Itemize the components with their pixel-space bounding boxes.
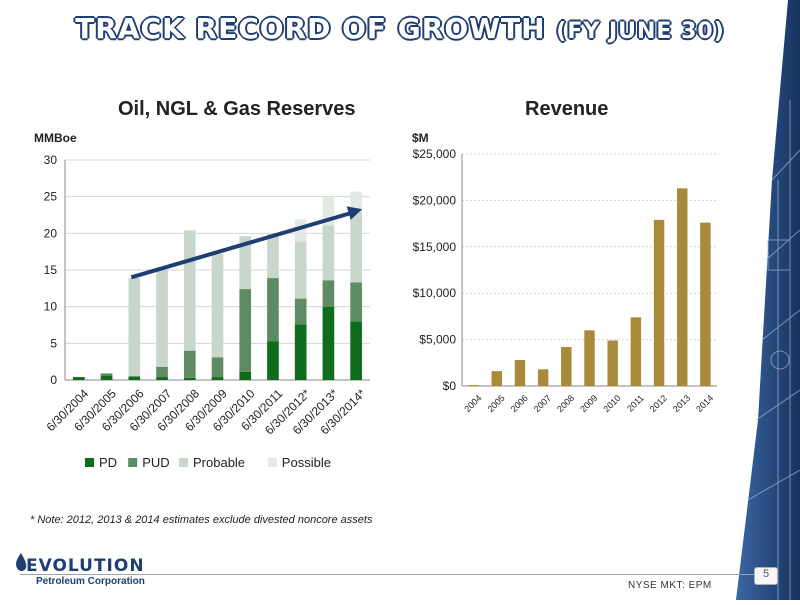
reserves-bar-pud <box>267 278 279 342</box>
revenue-bar <box>630 317 642 386</box>
reserves-bar-pd <box>239 371 252 380</box>
reserves-y-tick-label: 0 <box>50 373 57 387</box>
reserves-bar-pud <box>183 350 196 378</box>
stock-ticker: NYSE MKT: EPM <box>628 580 712 591</box>
reserves-bar-possible <box>322 197 335 226</box>
reserves-unit-label: MMBoe <box>34 131 77 145</box>
legend-swatch-pd <box>85 458 94 467</box>
revenue-x-tick-label: 2010 <box>601 393 622 414</box>
reserves-bar-pud <box>100 373 113 376</box>
reserves-bar-pd <box>100 375 113 380</box>
reserves-bar-possible <box>350 191 362 210</box>
reserves-bar-pud <box>211 357 224 378</box>
reserves-bar-pud <box>294 298 307 325</box>
revenue-x-tick-label: 2014 <box>694 393 715 414</box>
revenue-x-tick-label: 2005 <box>485 393 506 414</box>
revenue-bar <box>700 222 711 386</box>
reserves-bar-probable <box>211 253 224 358</box>
slide-title: TRACK RECORD OF GROWTH (FY JUNE 30) <box>0 12 800 45</box>
evolution-logo-icon <box>14 552 28 579</box>
reserves-bar-pud <box>322 280 335 307</box>
revenue-bar <box>537 369 549 386</box>
decorative-oil-rig-image <box>728 0 800 605</box>
reserves-bar-probable <box>156 269 168 367</box>
footnote: * Note: 2012, 2013 & 2014 estimates excl… <box>30 514 373 526</box>
legend-swatch-pud <box>128 458 138 467</box>
reserves-bar-pd <box>211 377 224 380</box>
reserves-bar-pd <box>128 376 141 380</box>
reserves-y-tick-label: 25 <box>44 190 58 204</box>
reserves-bar-pd <box>183 377 196 380</box>
slide-title-sub: (FY JUNE 30) <box>556 19 725 44</box>
revenue-unit-label: $M <box>412 131 429 145</box>
reserves-bar-probable <box>183 230 196 351</box>
trend-arrow-head <box>346 206 363 220</box>
reserves-y-tick-label: 5 <box>50 336 57 350</box>
revenue-y-tick-label: $20,000 <box>413 193 457 207</box>
reserves-chart-title: Oil, NGL & Gas Reserves <box>118 98 356 120</box>
revenue-bar <box>653 219 665 386</box>
reserves-bar-probable <box>239 236 252 290</box>
reserves-y-tick-label: 10 <box>44 300 58 314</box>
revenue-bar <box>677 188 688 386</box>
reserves-chart: 0510152025306/30/20046/30/20056/30/20066… <box>44 153 370 470</box>
legend-label-probable: Probable <box>193 455 245 470</box>
footer-divider <box>20 574 775 575</box>
revenue-bar <box>468 385 479 386</box>
revenue-x-tick-label: 2008 <box>555 393 576 414</box>
reserves-bar-pd <box>322 306 335 380</box>
revenue-bar <box>491 371 502 386</box>
reserves-bar-pd <box>350 321 362 380</box>
revenue-y-tick-label: $15,000 <box>413 240 457 254</box>
revenue-x-tick-label: 2012 <box>648 393 669 414</box>
revenue-x-tick-label: 2011 <box>625 393 646 414</box>
revenue-x-tick-label: 2013 <box>671 393 692 414</box>
reserves-bar-pud <box>156 366 168 378</box>
revenue-bar <box>561 347 572 386</box>
reserves-bar-probable <box>350 209 362 283</box>
revenue-bar <box>514 360 526 386</box>
revenue-chart-title: Revenue <box>525 98 609 120</box>
reserves-bar-probable <box>267 234 279 279</box>
revenue-x-tick-label: 2009 <box>578 393 599 414</box>
page-number: 5 <box>754 567 778 585</box>
reserves-bar-probable <box>322 225 335 281</box>
reserves-bar-probable <box>294 241 307 299</box>
revenue-x-tick-label: 2004 <box>462 393 483 414</box>
reserves-bar-pud <box>350 282 362 322</box>
legend-swatch-possible <box>267 458 277 467</box>
revenue-y-tick-label: $25,000 <box>413 147 457 161</box>
revenue-x-tick-label: 2007 <box>532 393 553 414</box>
revenue-chart: $0 $5,000 $10,000 $15,000 $20,000 $25,000 2004… <box>413 147 717 414</box>
revenue-bar <box>584 330 595 386</box>
legend-label-pd: PD <box>99 455 117 470</box>
legend-label-pud: PUD <box>142 455 169 470</box>
legend-label-possible: Possible <box>282 455 331 470</box>
revenue-x-tick-label: 2006 <box>509 393 530 414</box>
reserves-y-tick-label: 20 <box>44 226 58 240</box>
revenue-y-tick-label: $0 <box>443 379 457 393</box>
reserves-bar-pd <box>156 377 168 380</box>
trend-arrow-line <box>130 210 355 280</box>
reserves-bar-possible <box>294 219 307 242</box>
revenue-y-tick-label: $10,000 <box>413 286 457 300</box>
reserves-bar-pd <box>267 341 279 380</box>
company-logo-text: EVOLUTION <box>26 556 145 576</box>
reserves-bar-pd <box>73 377 85 380</box>
revenue-y-tick-label: $5,000 <box>419 333 456 347</box>
company-logo-subtitle: Petroleum Corporation <box>36 576 145 587</box>
reserves-y-tick-label: 30 <box>44 153 58 167</box>
revenue-bar <box>607 340 618 386</box>
slide-title-main: TRACK RECORD OF GROWTH <box>75 12 546 45</box>
reserves-y-tick-label: 15 <box>44 263 58 277</box>
reserves-bar-probable <box>128 278 141 377</box>
reserves-bar-pd <box>294 324 307 380</box>
legend-swatch-probable <box>179 458 188 467</box>
reserves-bar-pud <box>239 289 252 372</box>
